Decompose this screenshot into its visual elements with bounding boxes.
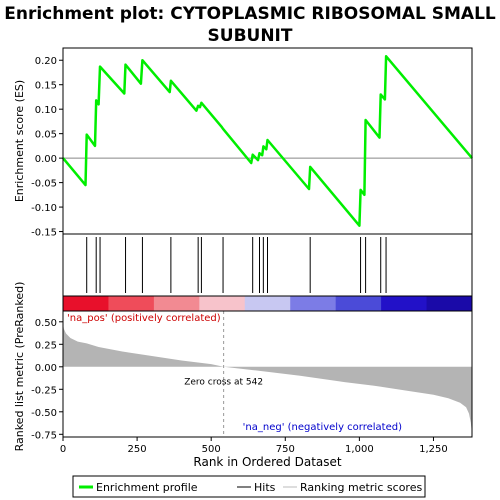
- hits-panel: [62, 233, 473, 297]
- rank-y-tick-label: -0.50: [31, 408, 57, 419]
- rank-heatmap-bar: [62, 295, 473, 312]
- rank-y-tick-label: 0.25: [35, 340, 57, 351]
- es-y-tick-label: -0.15: [31, 228, 57, 239]
- es-y-tick-label: 0.10: [35, 105, 57, 116]
- x-tick-label: 250: [128, 444, 147, 455]
- x-axis: 0 250 500 750 1,000 1,250 Rank in Ordered Data…: [60, 437, 448, 469]
- x-tick-label: 0: [60, 444, 66, 455]
- heatmap-segment: [244, 296, 291, 311]
- es-y-tick-label: 0.20: [35, 56, 57, 67]
- chart-title-line: Enrichment plot: CYTOPLASMIC RIBOSOMAL S…: [4, 4, 496, 24]
- es-y-axis-label: Enrichment score (ES): [13, 80, 26, 202]
- enrichment-profile-line: [62, 55, 473, 227]
- es-y-tick-label: 0.15: [35, 81, 57, 92]
- x-axis-label: Rank in Ordered Dataset: [193, 455, 341, 469]
- heatmap-segment: [153, 296, 200, 311]
- rank-frame: [62, 310, 473, 438]
- heatmap-segment: [199, 296, 246, 311]
- heatmap-segment: [335, 296, 382, 311]
- legend: Enrichment profile Hits Ranking metric sco…: [72, 475, 426, 498]
- x-tick-label: 750: [276, 444, 295, 455]
- rank-y-tick-label: -0.75: [31, 430, 57, 441]
- rank-y-axis-label: Ranked list metric (PreRanked): [13, 282, 26, 452]
- negative-correlation-label: 'na_neg' (negatively correlated): [243, 422, 402, 433]
- es-y-tick-label: 0.00: [35, 154, 57, 165]
- heatmap-segment: [426, 296, 473, 311]
- x-tick-label: 500: [202, 444, 221, 455]
- legend-label: Enrichment profile: [96, 481, 198, 494]
- enrichment-score-panel: -0.15 -0.10 -0.05 0.00 0.05 0.10 0.15 0.20 Enric…: [13, 47, 473, 239]
- x-tick-label: 1,250: [419, 444, 448, 455]
- heatmap-segment: [108, 296, 155, 311]
- legend-label: Ranking metric scores: [300, 481, 422, 494]
- chart-title-line: SUBUNIT: [208, 26, 293, 46]
- rank-y-tick-label: 0.00: [35, 363, 57, 374]
- heatmap-segment: [381, 296, 428, 311]
- zero-cross-label: Zero cross at 542: [184, 377, 263, 387]
- es-y-tick-label: -0.05: [31, 179, 57, 190]
- x-tick-label: 1,000: [345, 444, 374, 455]
- es-y-tick-label: -0.10: [31, 203, 57, 214]
- legend-label: Hits: [254, 481, 276, 494]
- chart-title: Enrichment plot: CYTOPLASMIC RIBOSOMAL S…: [4, 4, 496, 46]
- positive-correlation-label: 'na_pos' (positively correlated): [67, 313, 221, 324]
- ranked-metric-panel: -0.75 -0.50 -0.25 0.00 0.25 0.50 Zero cross at…: [13, 282, 473, 452]
- rank-y-tick-label: 0.50: [35, 318, 57, 329]
- es-y-tick-label: 0.05: [35, 130, 57, 141]
- ranking-metric-area: [63, 323, 472, 434]
- heatmap-segment: [290, 296, 337, 311]
- rank-y-tick-label: -0.25: [31, 385, 57, 396]
- heatmap-segment: [63, 296, 109, 311]
